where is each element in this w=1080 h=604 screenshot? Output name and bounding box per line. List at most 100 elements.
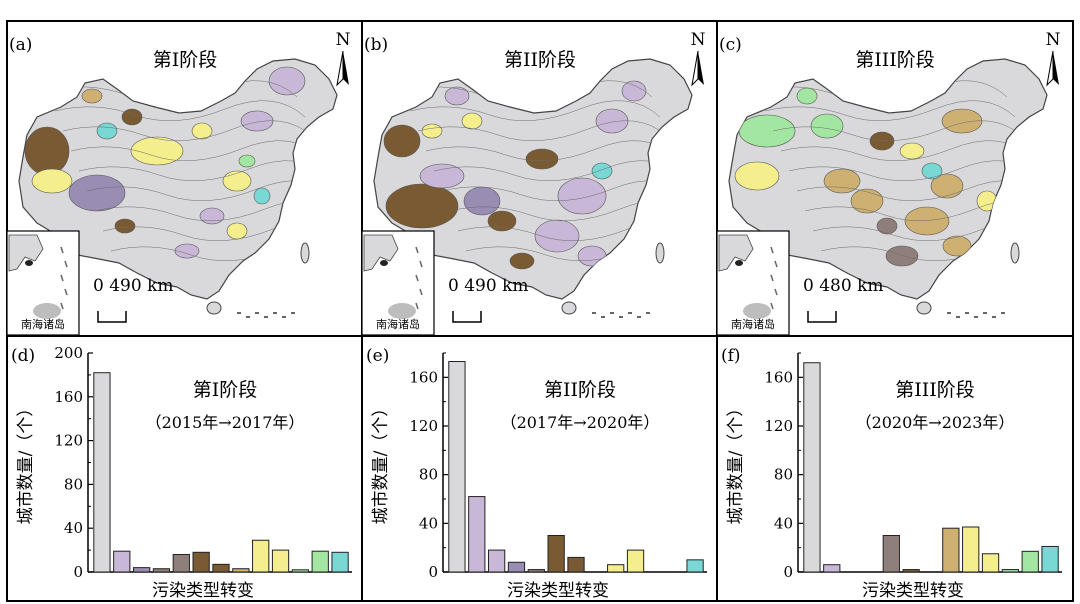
admin-boundary	[433, 160, 685, 182]
inset-coast	[363, 234, 399, 272]
bar-8	[942, 527, 960, 573]
hainan-island	[916, 301, 932, 315]
bar-1	[803, 362, 821, 573]
map-panel-1: 南海诸岛 (a) 第I阶段 N 0 490 km	[6, 30, 351, 336]
inset-islands	[743, 303, 771, 319]
region-tan	[904, 206, 950, 236]
inset-dash	[64, 260, 68, 268]
y-axis-label: 城市数量/（个）	[16, 400, 36, 525]
region-brown	[509, 252, 535, 270]
inset-dash	[419, 288, 423, 296]
inset-label: 南海诸岛	[376, 317, 420, 331]
chart-subtitle: （2020年→2023年）	[856, 413, 1015, 432]
region-tan	[850, 188, 884, 214]
region-brown	[487, 210, 517, 232]
y-tick-label: 0	[783, 563, 793, 581]
admin-boundary	[764, 100, 1016, 122]
north-arrow-icon-fill	[698, 51, 704, 85]
y-tick-label: 80	[64, 475, 83, 493]
region-lightgreen	[796, 87, 818, 105]
bar-11	[1001, 569, 1020, 573]
admin-boundary	[788, 160, 1040, 182]
y-tick-label: 0	[73, 563, 83, 581]
map-panel-2: 南海诸岛 (b) 第II阶段 N 0 490 km	[361, 30, 706, 336]
scale-bar	[97, 311, 127, 323]
inset-islands	[388, 303, 416, 319]
chart-subtitle: （2015年→2017年）	[146, 413, 305, 432]
region-lightgreen	[810, 113, 844, 139]
region-yellow	[222, 170, 252, 192]
bar-10	[271, 549, 290, 573]
bar-5	[882, 535, 900, 573]
region-yellow	[31, 168, 73, 194]
stage-title: 第II阶段	[504, 49, 576, 71]
y-tick-label: 80	[774, 466, 793, 484]
y-tick-label: 40	[774, 514, 793, 532]
region-tan	[81, 88, 103, 104]
panel-label: (a)	[9, 35, 32, 55]
region-yellow	[899, 142, 925, 160]
region-taupe	[885, 245, 919, 267]
inset-islands	[33, 303, 61, 319]
inset-dash	[415, 246, 419, 254]
admin-boundary	[425, 140, 677, 162]
chart-title: 第II阶段	[544, 379, 616, 401]
x-axis-label: 污染类型转变	[507, 581, 609, 601]
inset-dash	[770, 302, 774, 310]
inset-label: 南海诸岛	[731, 317, 775, 331]
inset-dash	[64, 288, 68, 296]
region-yellow	[226, 222, 248, 240]
bar-2	[113, 550, 131, 573]
region-violet	[68, 174, 126, 212]
bar-5	[527, 569, 545, 573]
inset-dash	[770, 246, 774, 254]
admin-boundary	[78, 160, 330, 182]
bar-2	[468, 496, 486, 573]
region-purple	[199, 207, 225, 225]
admin-boundary	[409, 100, 661, 122]
y-tick-label: 160	[764, 368, 793, 386]
taiwan-island	[655, 242, 665, 264]
y-tick-label: 120	[54, 432, 83, 450]
inset-coast	[8, 234, 44, 272]
bar-10	[626, 549, 645, 573]
region-purple	[534, 219, 580, 253]
stage-title: 第I阶段	[153, 49, 218, 71]
region-yellow	[421, 123, 443, 139]
chart-title: 第III阶段	[895, 379, 975, 401]
bar-chart-2: 0 40 80 120 160 (e) 第II阶段 （2017年→2020年） 污染类型转变 城市…	[366, 346, 707, 601]
region-tan	[823, 168, 861, 194]
bar-13	[1041, 545, 1059, 573]
region-purple	[595, 108, 629, 134]
region-tan	[942, 235, 972, 257]
bar-9	[607, 564, 625, 573]
north-label: N	[691, 30, 706, 50]
region-cyan	[591, 162, 613, 180]
bar-chart-1: 0 40 80 120 160 200 (d) 第I阶段 （2015年→2017年） 污染类型转变…	[11, 344, 352, 601]
bar-chart-3: 0 40 80 120 160 (f) 第III阶段 （2020年→2023年） 污染类型转变 城…	[721, 346, 1062, 601]
bar-4	[152, 568, 171, 573]
inset-label: 南海诸岛	[21, 317, 65, 331]
map-panels: 南海诸岛 (a) 第I阶段 N 0 490 km 南海诸岛 (b) 第II阶段 N 0 490 k…	[6, 30, 1061, 336]
y-tick-label: 120	[764, 417, 793, 435]
inset-dash	[770, 274, 774, 282]
inset-dash	[774, 288, 778, 296]
scale-text: 0 490 km	[93, 276, 174, 296]
y-tick-label: 120	[409, 417, 438, 435]
inset-hainan	[25, 260, 33, 266]
bar-13	[686, 559, 704, 573]
inset-coast	[718, 234, 754, 272]
region-purple	[557, 177, 607, 215]
scale-text: 0 480 km	[803, 276, 884, 296]
region-purple	[268, 66, 306, 96]
bar-3	[487, 549, 506, 573]
inset-hainan	[380, 260, 388, 266]
region-violet	[463, 186, 501, 216]
y-tick-label: 40	[64, 519, 83, 537]
inset-dash	[419, 260, 423, 268]
figure-frame	[6, 20, 1074, 602]
region-yellow	[734, 161, 780, 191]
region-lightgreen	[738, 114, 796, 148]
bar-13	[331, 551, 349, 573]
bar-6	[192, 551, 210, 573]
